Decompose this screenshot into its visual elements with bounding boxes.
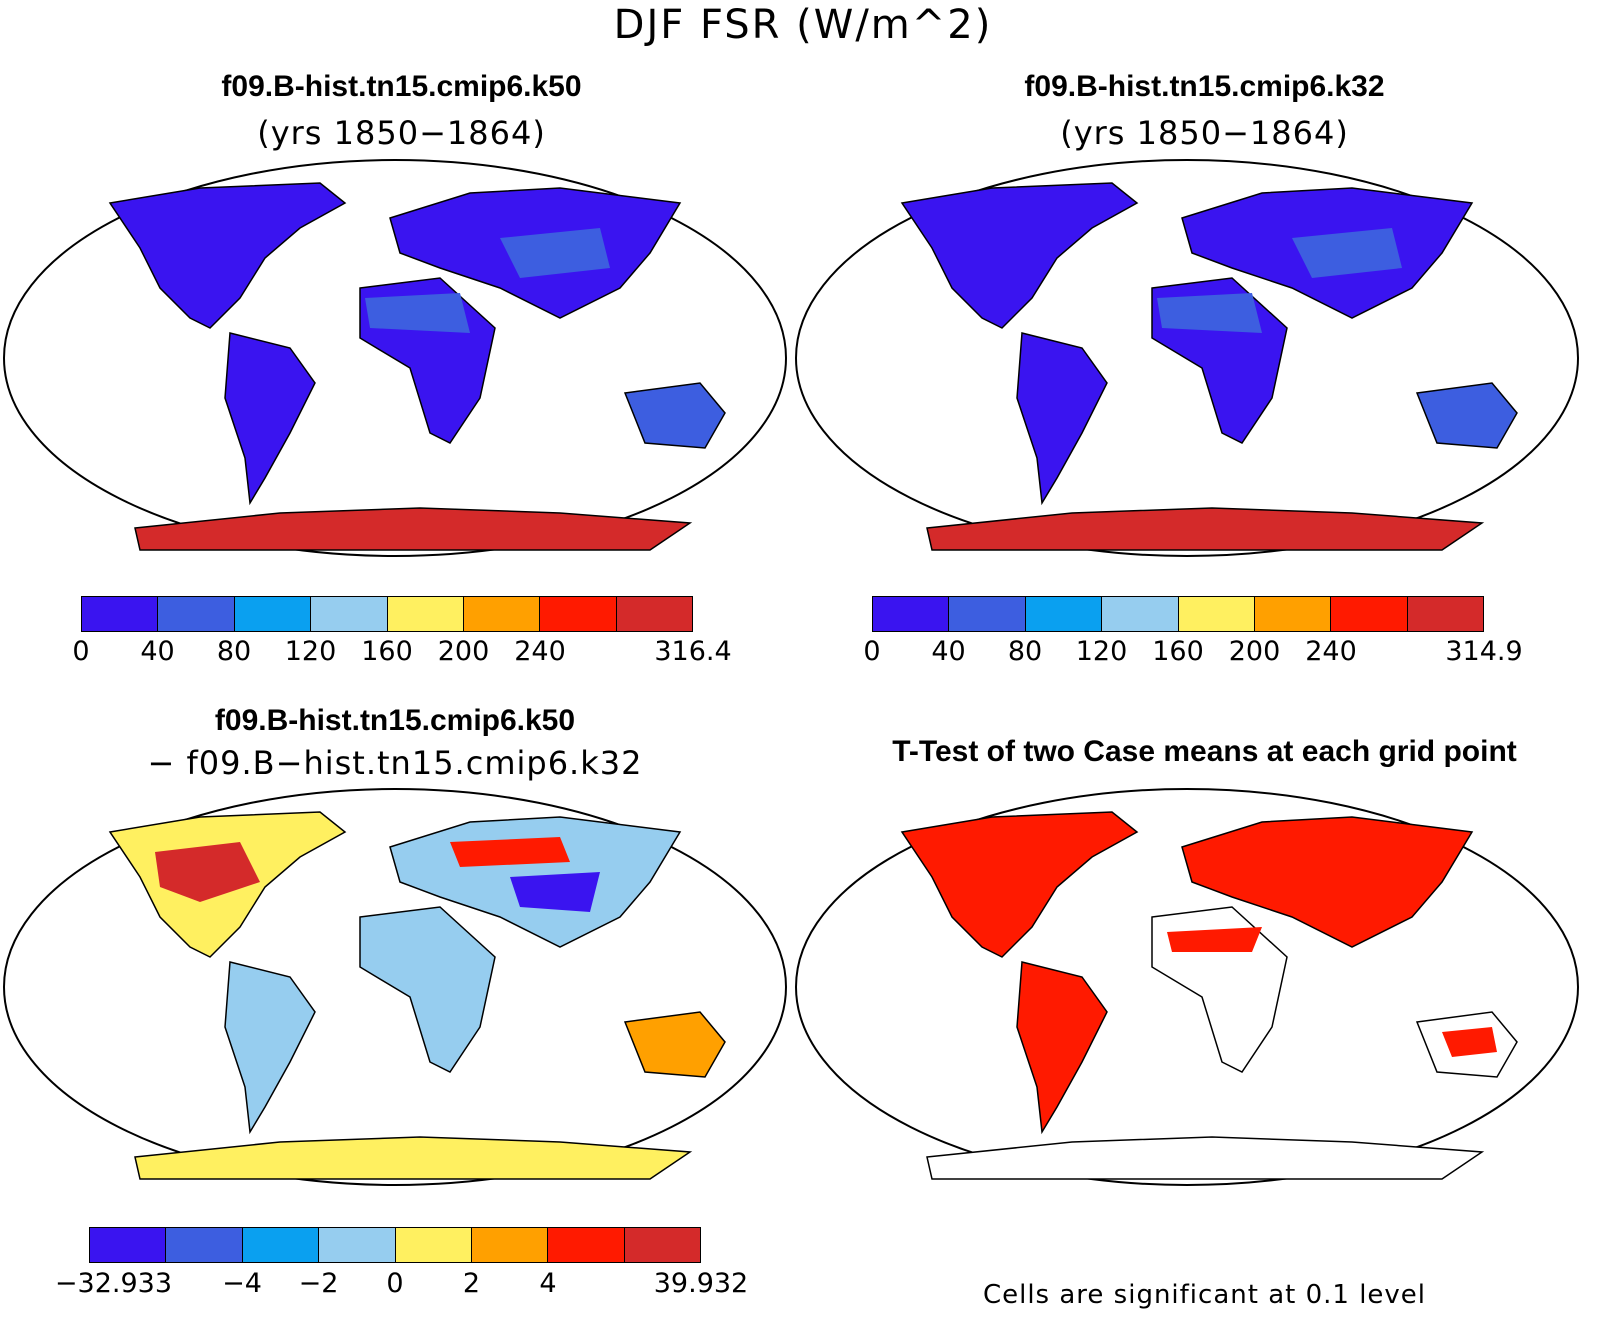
colorbar-swatch: [234, 597, 312, 631]
colorbar-swatch: [158, 597, 235, 631]
panel3-colorbar: [89, 1227, 701, 1263]
colorbar-swatch: [1331, 597, 1408, 631]
colorbar-tick-label: 120: [284, 636, 337, 667]
colorbar-tick-label: 40: [931, 636, 966, 667]
colorbar-tick-label: 80: [1007, 636, 1043, 667]
panel1-colorbar: [81, 596, 693, 632]
colorbar-tick-label: 0: [386, 1268, 404, 1299]
colorbar-tick-label: 200: [437, 636, 490, 667]
panel1-colorbar-ticks: 0 40 80 120 160 200 240 316.4: [72, 636, 731, 670]
significance-note: Cells are significant at 0.1 level: [982, 1280, 1427, 1310]
colorbar-tick-label: 160: [361, 636, 413, 667]
colorbar-tick-label: 4: [539, 1268, 557, 1299]
colorbar-swatch: [873, 597, 950, 631]
north-america: [108, 182, 347, 329]
colorbar-tick-label: 240: [1305, 636, 1357, 667]
colorbar-tick-label: −32.933: [54, 1268, 173, 1299]
colorbar-swatch: [387, 597, 464, 631]
south-america: [224, 332, 316, 506]
colorbar-swatch: [311, 597, 388, 631]
colorbar-tick-label: −2: [298, 1268, 339, 1299]
colorbar-swatch: [1102, 597, 1179, 631]
antarctica: [134, 507, 693, 551]
colorbar-tick-label: 200: [1228, 636, 1281, 667]
panel4-title: T-Test of two Case means at each grid po…: [892, 735, 1517, 768]
colorbar-swatch: [82, 597, 159, 631]
colorbar-swatch: [1254, 597, 1332, 631]
colorbar-swatch: [471, 1228, 549, 1262]
panel2-map: [795, 159, 1579, 557]
colorbar-tick-label: 160: [1152, 636, 1204, 667]
colorbar-tick-label: 2: [462, 1268, 481, 1299]
panel1-map: [3, 159, 787, 557]
colorbar-swatch: [90, 1228, 167, 1262]
colorbar-tick-label: 240: [514, 636, 566, 667]
colorbar-tick-label: 80: [216, 636, 252, 667]
colorbar-tick-label: 316.4: [654, 636, 732, 667]
colorbar-swatch: [616, 597, 692, 631]
panel1-subtitle: (yrs 1850−1864): [257, 114, 546, 152]
colorbar-swatch: [395, 1228, 472, 1262]
colorbar-swatch: [540, 597, 617, 631]
colorbar-swatch: [1025, 597, 1103, 631]
colorbar-swatch: [548, 1228, 625, 1262]
asia-band: [500, 228, 610, 278]
panel2-colorbar-ticks: 0 40 80 120 160 200 240 314.9: [863, 636, 1522, 670]
colorbar-swatch: [242, 1228, 320, 1262]
colorbar-tick-label: 39.932: [653, 1268, 749, 1299]
colorbar-swatch: [624, 1228, 700, 1262]
colorbar-swatch: [1178, 597, 1255, 631]
panel3-subtitle: − f09.B−hist.tn15.cmip6.k32: [147, 744, 643, 782]
colorbar-tick-label: −4: [222, 1268, 262, 1299]
panel1-title: f09.B-hist.tn15.cmip6.k50: [221, 70, 582, 103]
colorbar-swatch: [166, 1228, 243, 1262]
figure-title: DJF FSR (W/m^2): [613, 2, 993, 48]
panel2-subtitle: (yrs 1850−1864): [1060, 114, 1349, 152]
colorbar-tick-label: 40: [140, 636, 175, 667]
colorbar-tick-label: 314.9: [1445, 636, 1523, 667]
colorbar-swatch: [463, 597, 541, 631]
sahara-band: [365, 293, 470, 333]
panel4-map: [795, 788, 1579, 1186]
colorbar-swatch: [319, 1228, 396, 1262]
colorbar-tick-label: 120: [1075, 636, 1128, 667]
panel3-title: f09.B-hist.tn15.cmip6.k50: [214, 704, 576, 737]
australia: [623, 382, 726, 449]
panel3-colorbar-ticks: −32.933 −4 −2 0 2 4 39.932: [55, 1268, 748, 1302]
colorbar-tick-label: 0: [72, 636, 90, 667]
colorbar-swatch: [949, 597, 1026, 631]
colorbar-swatch: [1407, 597, 1483, 631]
panel3-map: [3, 788, 787, 1186]
panel2-colorbar: [872, 596, 1484, 632]
colorbar-tick-label: 0: [863, 636, 881, 667]
panel2-title: f09.B-hist.tn15.cmip6.k32: [1024, 70, 1385, 103]
